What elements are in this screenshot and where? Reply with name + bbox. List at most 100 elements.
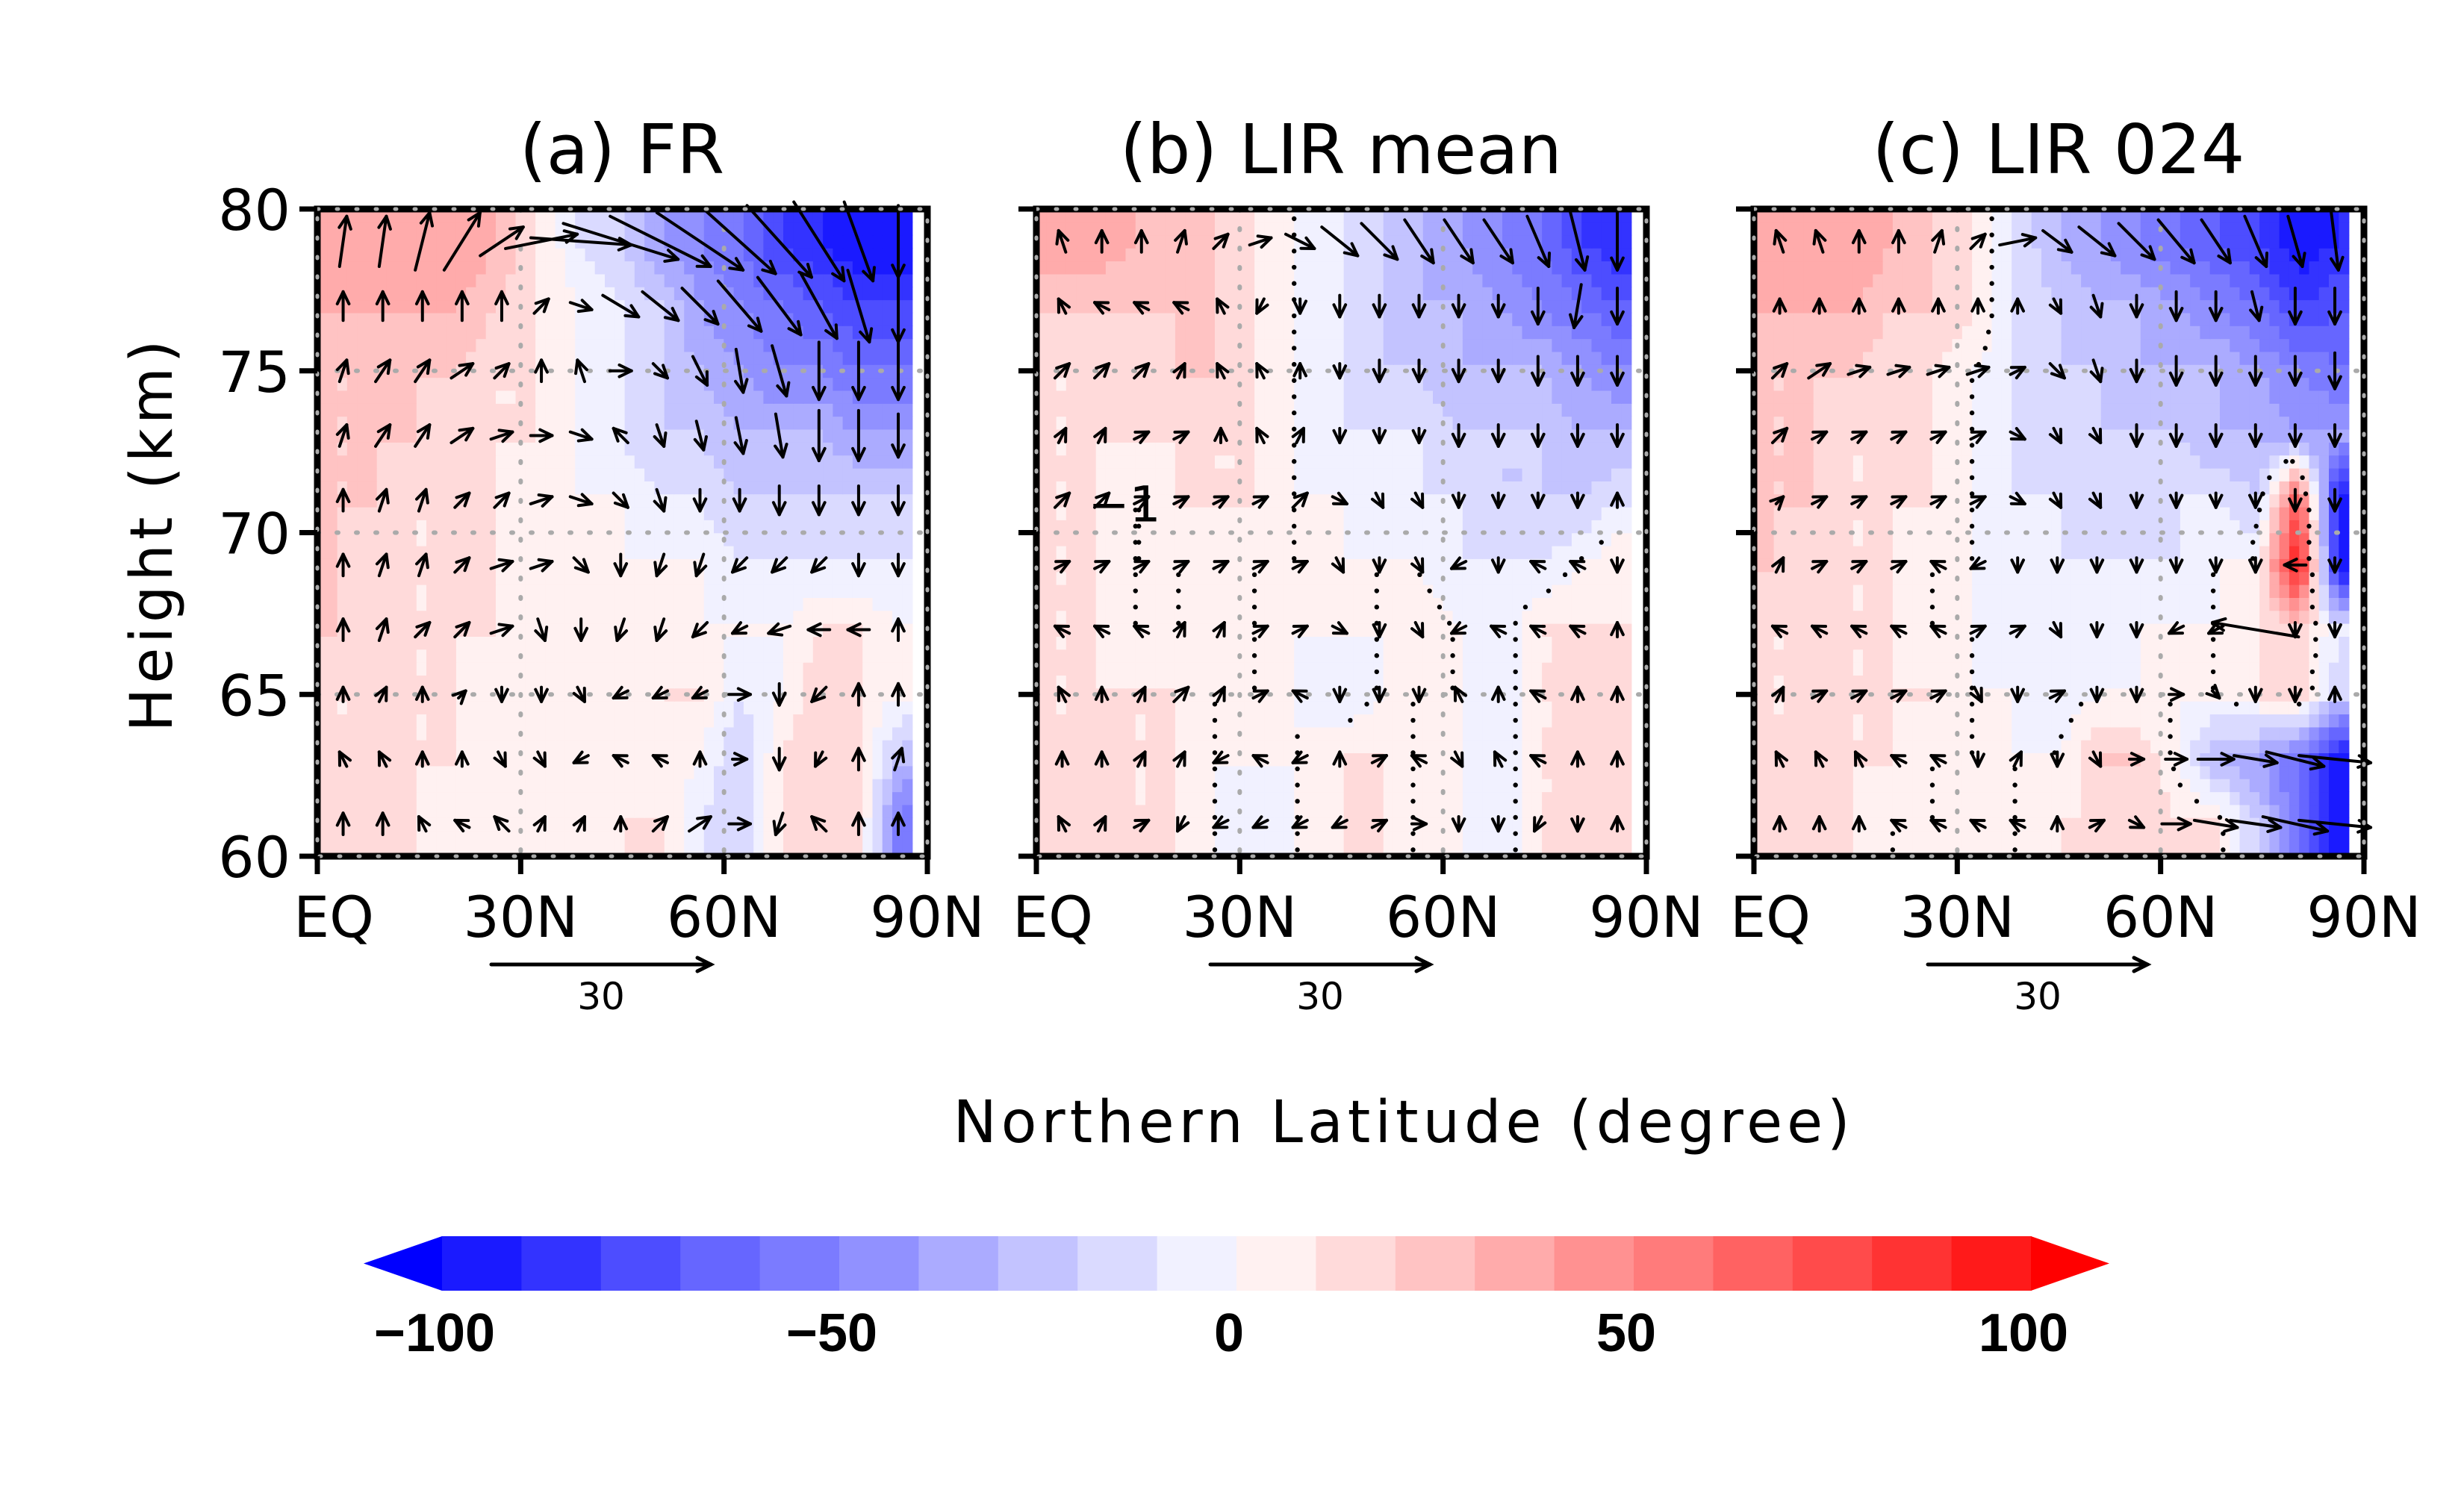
shading-cell [466,726,477,741]
shading-cell [1522,493,1533,508]
wind-vector [891,204,906,279]
shading-cell [882,714,893,728]
shading-cell [862,804,874,818]
shading-cell [1095,661,1107,676]
wind-vector [614,617,629,642]
shading-cell [545,817,556,832]
shading-cell [1155,520,1166,534]
shading-cell [1116,481,1127,495]
shading-cell [803,649,814,663]
shading-cell [694,610,705,624]
shading-cell [812,467,824,481]
shading-cell [1561,520,1572,534]
shading-cell [485,493,497,508]
shading-cell [1561,714,1572,728]
shading-cell [1284,649,1295,663]
wind-vector [613,552,629,578]
shading-cell [1611,597,1623,611]
shading-cell [1165,597,1176,611]
shading-cell [406,467,417,481]
shading-cell [1502,481,1513,495]
shading-cell [386,597,397,611]
shading-cell [485,312,497,326]
shading-cell [783,455,794,469]
shading-cell [327,791,338,805]
shading-cell [763,675,774,689]
shading-cell [515,325,526,340]
shading-cell [773,739,784,753]
shading-cell [535,726,547,741]
shading-cell [367,364,378,378]
shading-cell [733,520,744,534]
shading-cell [634,779,645,793]
shading-cell [714,234,725,249]
shading-cell [882,804,893,818]
shading-cell [357,520,368,534]
shading-cell [1095,726,1107,741]
shading-cell [1353,545,1364,559]
shading-cell [842,467,853,481]
shading-cell [803,467,814,481]
shading-cell [555,571,566,585]
shading-cell [564,532,576,546]
shading-cell [1274,571,1285,585]
shading-cell [684,442,695,456]
shading-cell [585,377,596,391]
shading-cell [1125,688,1136,702]
shading-cell [1611,532,1623,546]
reference-vector-label: 30 [577,975,625,1018]
shading-cell [673,584,685,598]
shading-cell [1065,506,1077,520]
shading-cell [852,209,863,223]
shading-cell [763,234,774,249]
shading-cell [525,597,536,611]
shading-cell [1304,739,1315,753]
shading-cell [1086,545,1097,559]
shading-cell [1343,830,1354,844]
shading-cell [654,584,665,598]
shading-cell [436,248,447,262]
shading-cell [396,817,408,832]
wind-vector [574,358,588,384]
shading-cell [1155,532,1166,546]
shading-cell [496,455,507,469]
wind-vector [609,214,712,268]
shading-cell [753,752,765,767]
shading-cell [505,532,517,546]
shading-cell [1105,636,1116,650]
shading-cell [496,830,507,844]
shading-cell [634,675,645,689]
shading-cell [1185,467,1196,481]
shading-cell [396,610,408,624]
shading-cell [1215,481,1226,495]
shading-cell [1204,649,1216,663]
shading-cell [327,520,338,534]
shading-cell [872,234,883,249]
shading-cell [1065,739,1077,753]
shading-cell [1422,467,1434,481]
shading-cell [545,779,556,793]
shading-cell [812,312,824,326]
shading-cell [1373,610,1384,624]
shading-cell [1422,714,1434,728]
shading-cell [1621,636,1632,650]
shading-cell [396,649,408,663]
shading-cell [1512,493,1523,508]
shading-cell [673,804,685,818]
shading-cell [357,455,368,469]
shading-cell [684,597,695,611]
shading-cell [367,312,378,326]
shading-cell [1125,830,1136,844]
shading-cell [426,403,438,417]
shading-cell [1621,830,1632,844]
wind-vector [375,617,390,642]
shading-cell [862,287,874,301]
shading-cell [763,700,774,714]
shading-cell [406,222,417,236]
shading-cell [1512,675,1523,689]
shading-cell [476,558,487,573]
shading-cell [673,416,685,430]
shading-cell [654,532,665,546]
shading-cell [812,739,824,753]
wind-vector [693,552,708,578]
